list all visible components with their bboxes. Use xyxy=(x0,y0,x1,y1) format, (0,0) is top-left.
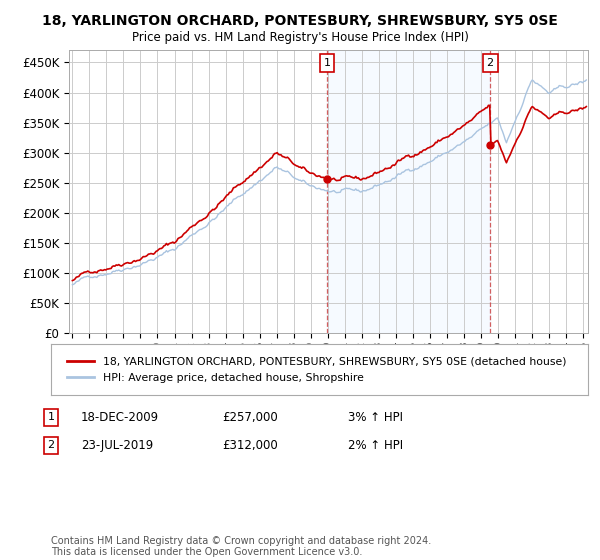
Legend: 18, YARLINGTON ORCHARD, PONTESBURY, SHREWSBURY, SY5 0SE (detached house), HPI: A: 18, YARLINGTON ORCHARD, PONTESBURY, SHRE… xyxy=(62,351,572,388)
Text: 1: 1 xyxy=(323,58,331,68)
Text: 18, YARLINGTON ORCHARD, PONTESBURY, SHREWSBURY, SY5 0SE: 18, YARLINGTON ORCHARD, PONTESBURY, SHRE… xyxy=(42,14,558,28)
Text: £257,000: £257,000 xyxy=(222,410,278,424)
Text: 1: 1 xyxy=(47,412,55,422)
Text: 2: 2 xyxy=(47,440,55,450)
Text: £312,000: £312,000 xyxy=(222,438,278,452)
Bar xyxy=(327,50,490,333)
Text: 2% ↑ HPI: 2% ↑ HPI xyxy=(348,438,403,452)
Text: 3% ↑ HPI: 3% ↑ HPI xyxy=(348,410,403,424)
Text: 23-JUL-2019: 23-JUL-2019 xyxy=(81,438,153,452)
Text: Contains HM Land Registry data © Crown copyright and database right 2024.
This d: Contains HM Land Registry data © Crown c… xyxy=(51,535,431,557)
Text: 2: 2 xyxy=(487,58,494,68)
Text: Price paid vs. HM Land Registry's House Price Index (HPI): Price paid vs. HM Land Registry's House … xyxy=(131,31,469,44)
Text: 18-DEC-2009: 18-DEC-2009 xyxy=(81,410,159,424)
